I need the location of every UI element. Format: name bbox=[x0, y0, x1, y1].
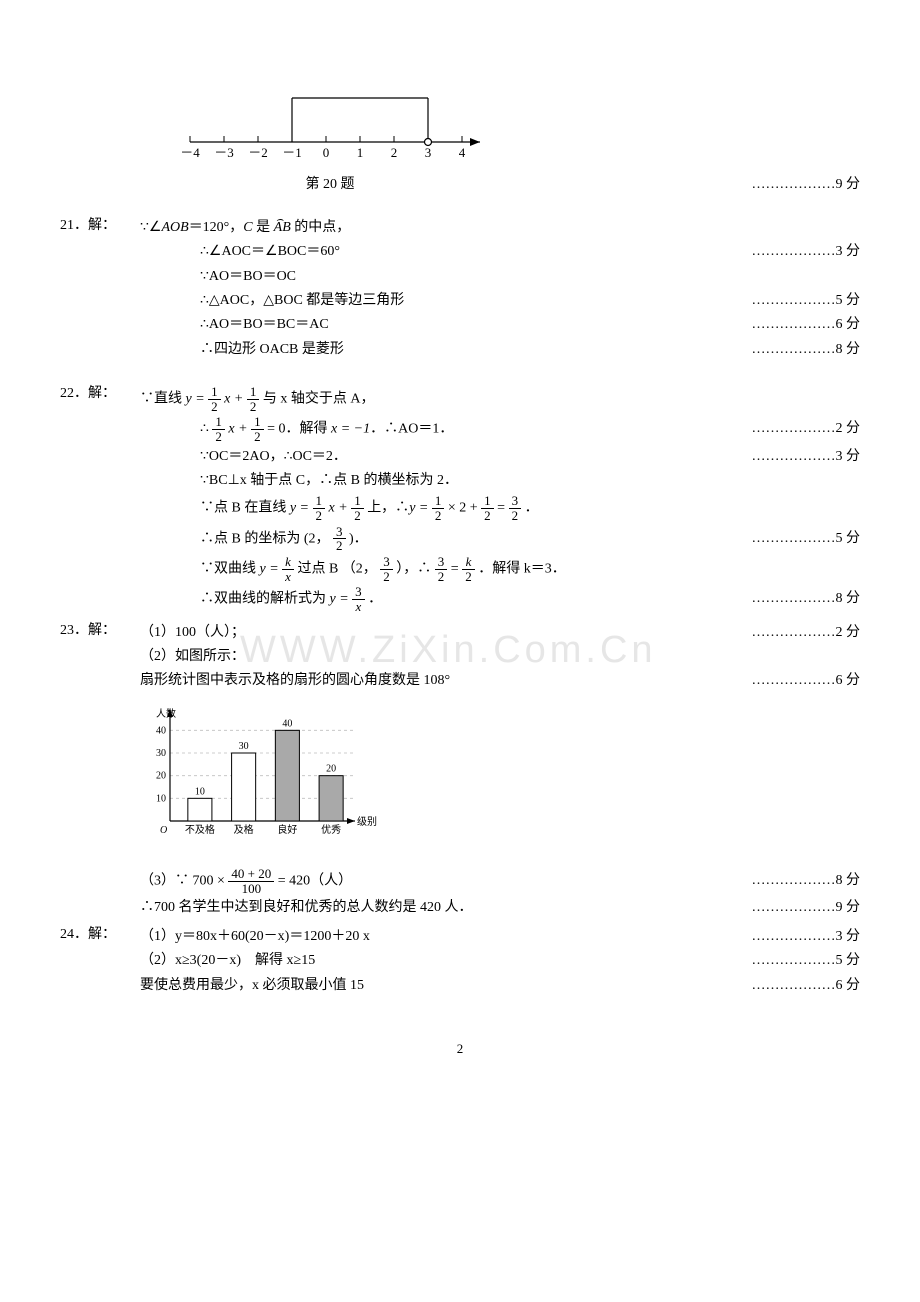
q21-l4: ∴△AOC，△BOC 都是等边三角形 bbox=[200, 290, 404, 312]
svg-text:10: 10 bbox=[156, 793, 166, 804]
score-text: ………………6 分 bbox=[752, 314, 861, 336]
score-text: ………………6 分 bbox=[752, 975, 861, 997]
score-text: ………………8 分 bbox=[752, 588, 861, 610]
svg-text:不及格: 不及格 bbox=[185, 823, 215, 836]
svg-text:4: 4 bbox=[459, 145, 466, 160]
svg-text:良好: 良好 bbox=[277, 823, 297, 836]
q22-l1: ∵直线 y = 12 x + 12 与 x 轴交于点 A， bbox=[140, 385, 374, 413]
q21-l5: ∴AO＝BO＝BC＝AC bbox=[200, 314, 329, 336]
svg-text:优秀: 优秀 bbox=[321, 823, 341, 836]
svg-text:O: O bbox=[160, 825, 167, 836]
q21-l1: ∵∠AOB＝120°，C 是 AB 的中点， bbox=[140, 217, 350, 239]
q23-l3: 扇形统计图中表示及格的扇形的圆心角度数是 108° bbox=[140, 670, 450, 692]
numberline-svg: －4 －3 －2 －1 0 1 2 3 4 bbox=[180, 80, 500, 160]
q22-l3: ∵OC＝2AO，∴OC＝2． bbox=[200, 446, 347, 468]
score-text: ………………3 分 bbox=[752, 241, 861, 263]
q23-l4: （3）∵ 700 × 40 + 20100 = 420（人） bbox=[140, 867, 352, 895]
svg-text:30: 30 bbox=[156, 748, 166, 759]
q22-l5: ∵点 B 在直线 y = 12 x + 12 上，∴y = 12 × 2 + 1… bbox=[200, 494, 539, 522]
score-text: ………………9 分 bbox=[752, 174, 861, 196]
score-text: ………………6 分 bbox=[752, 670, 861, 692]
q23-l5: ∴700 名学生中达到良好和优秀的总人数约是 420 人． bbox=[140, 897, 473, 919]
q23-number: 23．解： bbox=[60, 620, 140, 642]
score-text: ………………9 分 bbox=[752, 897, 861, 919]
q22-l7: ∵双曲线 y = kx 过点 B （2， 32 ），∴ 32 = k2 ．解得 … bbox=[200, 555, 566, 583]
q23-l1: （1）100（人）； bbox=[140, 622, 245, 644]
barchart-svg: 10 20 30 40 人数 O 级别 10 不及格 30 及格 40 良好 20 优秀 bbox=[140, 701, 380, 851]
score-text: ………………5 分 bbox=[752, 290, 861, 312]
score-text: ………………2 分 bbox=[752, 622, 861, 644]
q24-l3: 要使总费用最少，x 必须取最小值 15 bbox=[140, 975, 364, 997]
svg-text:0: 0 bbox=[323, 145, 330, 160]
q21-l6: ∴四边形 OACB 是菱形 bbox=[200, 339, 344, 361]
q24-number: 24．解： bbox=[60, 924, 140, 946]
svg-text:－3: －3 bbox=[214, 145, 234, 160]
svg-text:40: 40 bbox=[156, 725, 166, 736]
svg-text:1: 1 bbox=[357, 145, 364, 160]
q22-l4: ∵BC⊥x 轴于点 C，∴点 B 的横坐标为 2． bbox=[200, 470, 458, 492]
barchart-figure: 10 20 30 40 人数 O 级别 10 不及格 30 及格 40 良好 20 优秀 bbox=[140, 701, 860, 859]
q22-l6: ∴点 B 的坐标为 (2， 32 )． bbox=[200, 525, 368, 553]
svg-text:级别: 级别 bbox=[357, 816, 377, 828]
q21-l2: ∴∠AOC＝∠BOC＝60° bbox=[200, 241, 340, 263]
svg-text:及格: 及格 bbox=[234, 823, 254, 836]
q24-l1: （1）y＝80x＋60(20－x)＝1200＋20 x bbox=[140, 926, 370, 948]
q21-l3: ∵AO＝BO＝OC bbox=[200, 266, 296, 288]
svg-text:3: 3 bbox=[425, 145, 432, 160]
q23-l2: （2）如图所示： bbox=[140, 646, 245, 668]
svg-text:人数: 人数 bbox=[156, 707, 176, 720]
svg-text:20: 20 bbox=[326, 763, 336, 774]
page-content: －4 －3 －2 －1 0 1 2 3 4 第 20 题 ………………9 分 21．解： ∵∠A… bbox=[60, 80, 860, 1060]
score-text: ………………5 分 bbox=[752, 950, 861, 972]
q24-l2: （2）x≥3(20－x) 解得 x≥15 bbox=[140, 950, 315, 972]
svg-text:－1: －1 bbox=[282, 145, 302, 160]
q22-l8: ∴双曲线的解析式为 y = 3x ． bbox=[200, 585, 382, 613]
svg-text:20: 20 bbox=[156, 770, 166, 781]
svg-text:－4: －4 bbox=[180, 145, 200, 160]
score-text: ………………8 分 bbox=[752, 870, 861, 892]
score-text: ………………2 分 bbox=[752, 418, 861, 440]
score-text: ………………8 分 bbox=[752, 339, 861, 361]
q21-number: 21．解： bbox=[60, 215, 140, 237]
svg-text:－2: －2 bbox=[248, 145, 268, 160]
score-text: ………………3 分 bbox=[752, 446, 861, 468]
numberline-caption: 第 20 题 bbox=[180, 174, 480, 196]
numberline-figure: －4 －3 －2 －1 0 1 2 3 4 bbox=[180, 80, 860, 168]
svg-text:10: 10 bbox=[195, 786, 205, 797]
svg-text:30: 30 bbox=[239, 741, 249, 752]
svg-text:40: 40 bbox=[282, 718, 292, 729]
svg-text:2: 2 bbox=[391, 145, 398, 160]
page-number: 2 bbox=[60, 1039, 860, 1060]
score-text: ………………5 分 bbox=[752, 528, 861, 550]
q22-number: 22．解： bbox=[60, 383, 140, 405]
score-text: ………………3 分 bbox=[752, 926, 861, 948]
q22-l2: ∴ 12 x + 12 = 0．解得 x = −1．∴AO＝1． bbox=[200, 415, 453, 443]
